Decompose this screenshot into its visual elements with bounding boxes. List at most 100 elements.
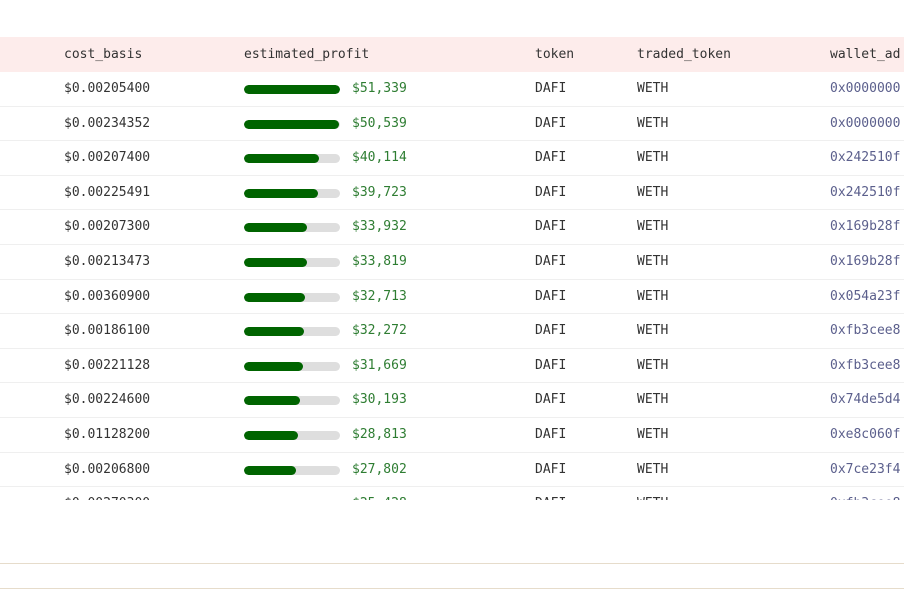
cell-text: DAFI xyxy=(535,184,567,200)
column-header: traded_token xyxy=(637,47,731,62)
cell-text: WETH xyxy=(637,392,669,408)
profit-bar xyxy=(244,258,308,267)
cell-text: $0.00186100 xyxy=(64,323,151,339)
column-header: estimated_profit xyxy=(244,47,370,62)
cell-text: DAFI xyxy=(535,357,567,373)
profit-bar xyxy=(244,431,298,440)
profit-bar-track xyxy=(244,154,340,164)
table-row: $0.00224600 $30,193 DAFI WETH 0x74de5d4 xyxy=(0,383,904,418)
profit-bar-track xyxy=(244,188,340,198)
profit-label: $39,723 xyxy=(352,184,407,200)
divider xyxy=(0,563,904,564)
profit-bar-track xyxy=(244,431,340,440)
cell-text: 0x0000000 xyxy=(830,81,901,96)
cell-text: WETH xyxy=(637,288,669,304)
profit-label: $50,539 xyxy=(352,115,407,131)
table-row: $0.00225491 $39,723 DAFI WETH 0x242510f xyxy=(0,176,904,211)
profit-bar-track xyxy=(244,465,340,475)
profit-label: $32,272 xyxy=(352,323,407,339)
cell-text: WETH xyxy=(637,323,669,339)
profit-label: $33,932 xyxy=(352,219,407,235)
profit-bar-track xyxy=(244,119,340,129)
profit-bar xyxy=(244,119,339,129)
cell-text: $0.00207300 xyxy=(64,219,151,235)
profit-bar xyxy=(244,188,319,198)
cell-text: 0x0000000 xyxy=(830,115,901,131)
profit-bar xyxy=(244,223,308,233)
cell-text: DAFI xyxy=(535,427,567,442)
cell-text: $0.00225491 xyxy=(64,184,151,200)
cell-text: $0.00234352 xyxy=(64,115,151,131)
cell-text: 0x74de5d4 xyxy=(830,392,901,408)
table-row: $0.00205400 $51,339 DAFI WETH 0x0000000 xyxy=(0,72,904,107)
table-row: $0.00360900 $32,713 DAFI WETH 0x054a23f xyxy=(0,280,904,315)
cell-text: DAFI xyxy=(535,150,567,166)
divider xyxy=(0,588,904,589)
profit-bar-track xyxy=(244,292,340,302)
cell-text: $0.00221128 xyxy=(64,357,151,373)
column-header: wallet_ad xyxy=(830,47,901,62)
profit-label: $51,339 xyxy=(352,81,407,96)
cell-text: $0.00206800 xyxy=(64,461,151,477)
profit-label: $27,802 xyxy=(352,461,407,477)
column-header: cost_basis xyxy=(64,47,143,62)
table-row: $0.00221128 $31,669 DAFI WETH 0xfb3cee8 xyxy=(0,349,904,384)
cell-text: $0.00270300 xyxy=(64,487,150,500)
cell-text: 0xe8c060f xyxy=(830,427,901,442)
profit-bar xyxy=(244,465,296,475)
cell-text: WETH xyxy=(637,357,669,373)
cell-text: $0.00224600 xyxy=(64,392,151,408)
cell-text: DAFI xyxy=(535,254,567,269)
cell-text: 0x169b28f xyxy=(830,219,901,235)
profit-bar-track xyxy=(244,223,340,233)
cell-text: WETH xyxy=(637,150,669,166)
profit-bar-track xyxy=(244,85,340,94)
cell-text: WETH xyxy=(637,184,669,200)
cell-text: WETH xyxy=(637,115,669,131)
cell-text: DAFI xyxy=(535,115,567,131)
profit-bar-track xyxy=(244,396,340,406)
table-row: $0.00270300 $25,428 DAFI WETH 0xfb3cee8 xyxy=(0,487,904,500)
profit-label: $30,193 xyxy=(352,392,407,408)
table-row: $0.00213473 $33,819 DAFI WETH 0x169b28f xyxy=(0,245,904,280)
cell-text: $0.00207400 xyxy=(64,150,151,166)
cell-text: WETH xyxy=(637,219,669,235)
cell-text: 0x054a23f xyxy=(830,288,901,304)
table-row: $0.00207300 $33,932 DAFI WETH 0x169b28f xyxy=(0,210,904,245)
profit-bar xyxy=(244,292,306,302)
profit-bar xyxy=(244,85,340,94)
profit-label: $40,114 xyxy=(352,150,407,166)
cell-text: 0x169b28f xyxy=(830,254,901,269)
cell-text: 0x7ce23f4 xyxy=(830,461,901,477)
profit-label: $32,713 xyxy=(352,288,407,304)
cell-text: 0x242510f xyxy=(830,184,901,200)
header-row: cost_basis estimated_profit token traded_to… xyxy=(0,37,904,72)
table: cost_basis estimated_profit token traded_to… xyxy=(0,37,904,500)
profit-label: $28,813 xyxy=(352,427,407,442)
cell-text: DAFI xyxy=(535,288,567,304)
cell-text: WETH xyxy=(637,254,669,269)
cell-text: $0.00360900 xyxy=(64,288,151,304)
table-row: $0.00234352 $50,539 DAFI WETH 0x0000000 xyxy=(0,107,904,142)
profit-label: $33,819 xyxy=(352,254,407,269)
cell-text: WETH xyxy=(637,427,669,442)
profit-bar xyxy=(244,154,319,164)
profit-bar xyxy=(244,361,304,371)
cell-text: DAFI xyxy=(535,487,566,500)
profit-bar xyxy=(244,396,301,406)
column-header: token xyxy=(535,47,575,62)
profit-bar-track xyxy=(244,258,340,267)
cell-text: DAFI xyxy=(535,81,567,96)
profit-bar-track xyxy=(244,361,340,371)
profit-bar-track xyxy=(244,327,340,337)
cell-text: WETH xyxy=(637,487,668,500)
table-row: $0.00186100 $32,272 DAFI WETH 0xfb3cee8 xyxy=(0,314,904,349)
cell-text: 0xfb3cee8 xyxy=(830,487,900,500)
cell-text: 0xfb3cee8 xyxy=(830,323,901,339)
profit-bar xyxy=(244,327,305,337)
profit-label: $31,669 xyxy=(352,357,407,373)
cell-text: DAFI xyxy=(535,392,567,408)
profit-label: $25,428 xyxy=(352,487,407,500)
cell-text: WETH xyxy=(637,461,669,477)
